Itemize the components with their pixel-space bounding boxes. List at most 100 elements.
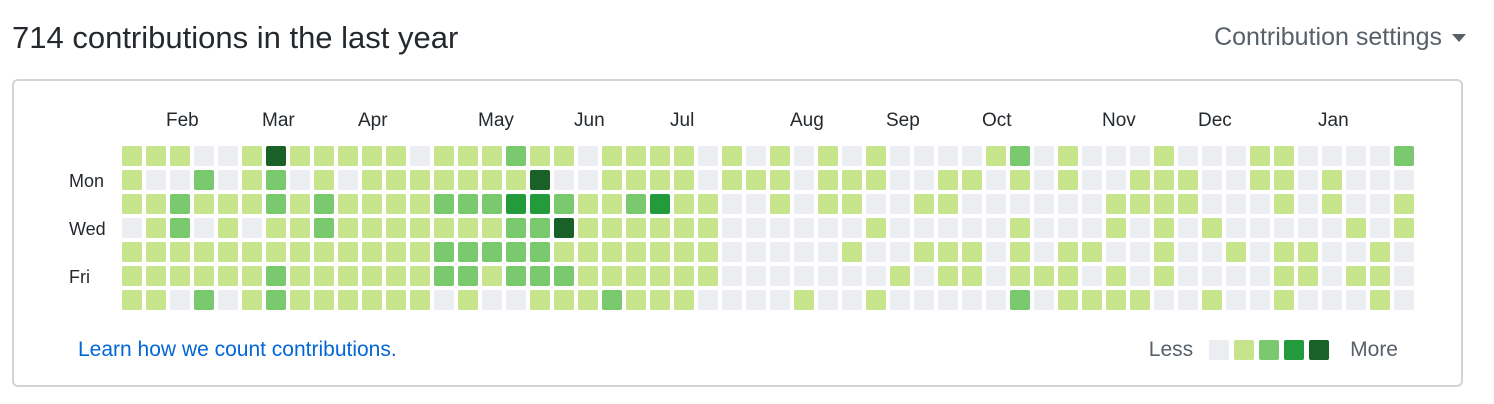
contribution-day-cell[interactable]	[122, 194, 142, 214]
contribution-day-cell[interactable]	[1274, 194, 1294, 214]
contribution-day-cell[interactable]	[770, 290, 790, 310]
contribution-day-cell[interactable]	[1226, 266, 1246, 286]
contribution-day-cell[interactable]	[1370, 170, 1390, 190]
contribution-day-cell[interactable]	[122, 290, 142, 310]
contribution-day-cell[interactable]	[698, 194, 718, 214]
contribution-day-cell[interactable]	[482, 146, 502, 166]
contribution-day-cell[interactable]	[1034, 146, 1054, 166]
contribution-day-cell[interactable]	[122, 266, 142, 286]
contribution-day-cell[interactable]	[1034, 218, 1054, 238]
contribution-day-cell[interactable]	[1034, 170, 1054, 190]
contribution-day-cell[interactable]	[626, 146, 646, 166]
contribution-day-cell[interactable]	[578, 146, 598, 166]
contribution-day-cell[interactable]	[602, 194, 622, 214]
contribution-day-cell[interactable]	[1010, 218, 1030, 238]
contribution-day-cell[interactable]	[914, 170, 934, 190]
contribution-day-cell[interactable]	[1274, 218, 1294, 238]
contribution-day-cell[interactable]	[602, 218, 622, 238]
contribution-day-cell[interactable]	[290, 170, 310, 190]
contribution-day-cell[interactable]	[698, 290, 718, 310]
contribution-day-cell[interactable]	[122, 218, 142, 238]
contribution-day-cell[interactable]	[482, 290, 502, 310]
contribution-day-cell[interactable]	[962, 194, 982, 214]
contribution-day-cell[interactable]	[122, 170, 142, 190]
contribution-day-cell[interactable]	[1298, 266, 1318, 286]
contribution-day-cell[interactable]	[1154, 290, 1174, 310]
contribution-day-cell[interactable]	[506, 266, 526, 286]
contribution-day-cell[interactable]	[1202, 242, 1222, 262]
contribution-day-cell[interactable]	[746, 266, 766, 286]
contribution-day-cell[interactable]	[746, 290, 766, 310]
contribution-day-cell[interactable]	[674, 170, 694, 190]
contribution-day-cell[interactable]	[314, 266, 334, 286]
contribution-day-cell[interactable]	[938, 290, 958, 310]
contribution-day-cell[interactable]	[1394, 242, 1414, 262]
contribution-day-cell[interactable]	[506, 194, 526, 214]
contribution-day-cell[interactable]	[1346, 170, 1366, 190]
contribution-day-cell[interactable]	[986, 170, 1006, 190]
contribution-day-cell[interactable]	[1010, 290, 1030, 310]
contribution-day-cell[interactable]	[146, 146, 166, 166]
contribution-day-cell[interactable]	[458, 242, 478, 262]
contribution-day-cell[interactable]	[410, 290, 430, 310]
contribution-day-cell[interactable]	[1250, 242, 1270, 262]
contribution-day-cell[interactable]	[554, 242, 574, 262]
contribution-day-cell[interactable]	[1274, 170, 1294, 190]
contribution-day-cell[interactable]	[986, 146, 1006, 166]
contribution-day-cell[interactable]	[1202, 266, 1222, 286]
contribution-day-cell[interactable]	[794, 242, 814, 262]
contribution-day-cell[interactable]	[938, 242, 958, 262]
contribution-day-cell[interactable]	[890, 146, 910, 166]
contribution-day-cell[interactable]	[1202, 194, 1222, 214]
contribution-day-cell[interactable]	[1370, 146, 1390, 166]
contribution-day-cell[interactable]	[626, 218, 646, 238]
contribution-day-cell[interactable]	[410, 146, 430, 166]
contribution-day-cell[interactable]	[314, 170, 334, 190]
contribution-day-cell[interactable]	[794, 146, 814, 166]
contribution-day-cell[interactable]	[890, 242, 910, 262]
contribution-day-cell[interactable]	[1058, 290, 1078, 310]
contribution-day-cell[interactable]	[1298, 242, 1318, 262]
contribution-day-cell[interactable]	[1202, 218, 1222, 238]
contribution-day-cell[interactable]	[1322, 170, 1342, 190]
contribution-day-cell[interactable]	[578, 242, 598, 262]
contribution-day-cell[interactable]	[1250, 170, 1270, 190]
contribution-day-cell[interactable]	[362, 170, 382, 190]
contribution-day-cell[interactable]	[434, 170, 454, 190]
contribution-day-cell[interactable]	[266, 146, 286, 166]
contribution-day-cell[interactable]	[410, 170, 430, 190]
contribution-day-cell[interactable]	[1130, 170, 1150, 190]
contribution-day-cell[interactable]	[530, 146, 550, 166]
contribution-day-cell[interactable]	[1178, 290, 1198, 310]
contribution-day-cell[interactable]	[410, 194, 430, 214]
contribution-day-cell[interactable]	[1106, 170, 1126, 190]
contribution-day-cell[interactable]	[338, 242, 358, 262]
contribution-day-cell[interactable]	[410, 266, 430, 286]
contribution-day-cell[interactable]	[1034, 266, 1054, 286]
contribution-day-cell[interactable]	[914, 218, 934, 238]
contribution-day-cell[interactable]	[338, 266, 358, 286]
contribution-day-cell[interactable]	[1178, 146, 1198, 166]
contribution-day-cell[interactable]	[482, 170, 502, 190]
contribution-day-cell[interactable]	[506, 146, 526, 166]
contribution-day-cell[interactable]	[362, 266, 382, 286]
contribution-day-cell[interactable]	[962, 146, 982, 166]
contribution-day-cell[interactable]	[458, 290, 478, 310]
contribution-day-cell[interactable]	[338, 170, 358, 190]
contribution-day-cell[interactable]	[218, 290, 238, 310]
contribution-day-cell[interactable]	[722, 194, 742, 214]
contribution-day-cell[interactable]	[362, 194, 382, 214]
contribution-day-cell[interactable]	[410, 242, 430, 262]
contribution-day-cell[interactable]	[1154, 170, 1174, 190]
contribution-day-cell[interactable]	[314, 290, 334, 310]
contribution-day-cell[interactable]	[698, 266, 718, 286]
contribution-day-cell[interactable]	[362, 242, 382, 262]
contribution-day-cell[interactable]	[314, 218, 334, 238]
contribution-day-cell[interactable]	[962, 266, 982, 286]
contribution-day-cell[interactable]	[1082, 146, 1102, 166]
contribution-day-cell[interactable]	[194, 218, 214, 238]
contribution-day-cell[interactable]	[194, 170, 214, 190]
contribution-day-cell[interactable]	[218, 170, 238, 190]
contribution-day-cell[interactable]	[794, 218, 814, 238]
contribution-day-cell[interactable]	[1346, 242, 1366, 262]
